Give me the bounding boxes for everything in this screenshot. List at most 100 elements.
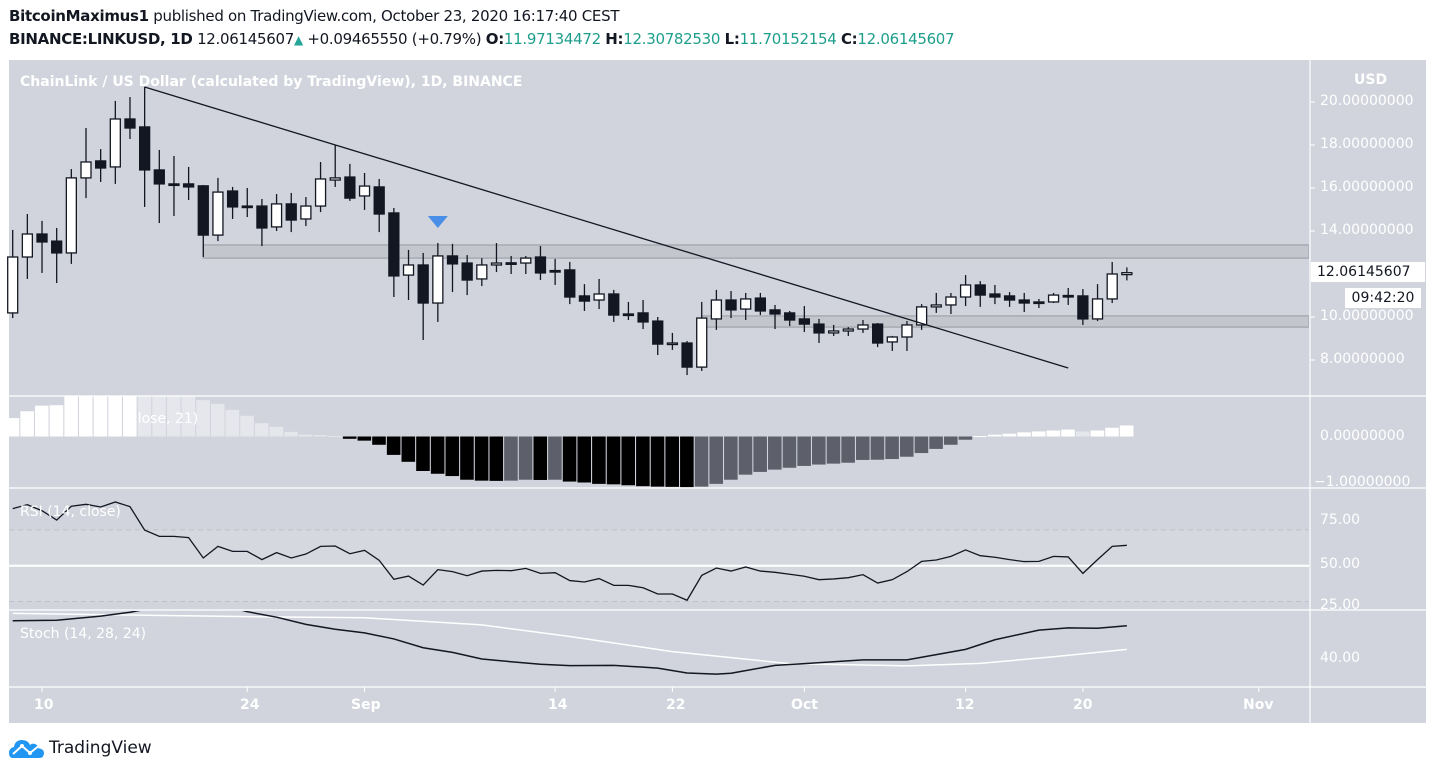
time-tick: 22 <box>666 697 686 713</box>
trendline <box>144 86 1069 369</box>
histogram-bar <box>357 436 372 441</box>
candle-body <box>842 328 854 332</box>
histogram-bar <box>1075 431 1090 437</box>
candle-body <box>344 176 356 199</box>
candle <box>344 163 356 201</box>
stoch-tick: 40.00 <box>1320 650 1361 666</box>
histogram-bar <box>372 436 386 445</box>
histogram-bar <box>738 436 753 475</box>
candle-body <box>901 324 913 338</box>
histogram-bar <box>225 409 240 437</box>
candle-body <box>476 264 488 280</box>
candle <box>402 249 415 301</box>
histogram-bar <box>973 436 987 438</box>
candle-body <box>300 205 312 220</box>
candle <box>417 252 429 341</box>
candle <box>696 301 708 371</box>
candle <box>578 284 591 311</box>
candle <box>490 243 503 273</box>
candle-body <box>1091 298 1104 320</box>
histogram-bar <box>899 436 914 457</box>
time-tick: 14 <box>548 697 568 713</box>
candle <box>871 323 884 348</box>
candle <box>373 178 385 233</box>
candle-body <box>36 233 48 243</box>
histogram-bar <box>518 436 533 480</box>
histogram-bar <box>1119 425 1134 437</box>
candle-body <box>124 118 136 129</box>
candle-body <box>153 169 165 185</box>
bar-countdown: 09:42:20 <box>1345 288 1421 308</box>
histogram-bar <box>577 436 592 483</box>
histogram-bar <box>196 400 210 437</box>
chart-title: ChainLink / US Dollar (calculated by Tra… <box>20 74 523 90</box>
histogram-bar <box>1002 433 1017 437</box>
histogram-bar <box>460 436 474 480</box>
candle-body <box>358 185 371 197</box>
candle <box>681 341 693 376</box>
time-tick: 12 <box>955 697 975 713</box>
last-price: 12.06145607 <box>197 30 294 48</box>
candle <box>241 188 253 218</box>
price-change: +0.09465550 (+0.79%) <box>307 30 482 48</box>
histogram-bar <box>694 436 709 487</box>
candle <box>182 166 195 201</box>
candle <box>974 281 986 307</box>
symbol-info: BINANCE:LINKUSD, 1D 12.06145607▲ +0.0946… <box>9 30 955 48</box>
histogram-bar <box>489 436 504 481</box>
candle-body <box>285 203 297 221</box>
histogram-bar <box>166 396 181 437</box>
candle-body <box>974 284 986 296</box>
candle-body <box>388 212 400 277</box>
candle <box>300 197 312 227</box>
candle-body <box>256 205 268 229</box>
histogram-bar <box>533 436 548 480</box>
price-tick: 16.00000000 <box>1320 179 1414 195</box>
histogram-bar <box>504 436 518 481</box>
tradingview-brand[interactable]: TradingView <box>9 737 152 759</box>
candle <box>637 300 649 330</box>
histogram-bar <box>137 396 152 437</box>
candle-body <box>681 342 693 368</box>
stoch-d-line <box>12 612 1127 667</box>
histogram-bar <box>181 396 196 437</box>
tradingview-logo-icon <box>9 740 44 758</box>
candle <box>901 321 913 351</box>
symbol-name: BINANCE:LINKUSD, 1D <box>9 30 193 48</box>
histogram-bar <box>20 411 34 437</box>
candle <box>740 292 752 321</box>
stoch-k-line <box>12 611 1127 675</box>
candle-body <box>710 299 723 320</box>
close-label: C: <box>840 30 858 48</box>
time-tick: 10 <box>34 697 54 713</box>
candle-body <box>226 190 239 208</box>
currency-label: USD <box>1354 72 1388 88</box>
time-tick: 20 <box>1073 697 1093 713</box>
candle <box>51 227 63 284</box>
candle <box>1091 284 1104 322</box>
candle <box>828 324 840 336</box>
candle-body <box>461 262 473 281</box>
candle <box>109 100 121 184</box>
candle-body <box>1018 299 1030 304</box>
stoch-label: Stoch (14, 28, 24) <box>20 626 147 642</box>
histogram-bar <box>562 436 577 482</box>
candle <box>1018 292 1030 313</box>
histogram-bar <box>342 436 357 439</box>
candle-body <box>637 312 649 323</box>
histogram-bar <box>93 396 108 437</box>
candle-body <box>696 317 708 368</box>
candle <box>652 317 664 356</box>
histogram-bar <box>885 436 899 460</box>
candle-body <box>578 295 591 302</box>
low-value: 11.70152154 <box>739 30 837 48</box>
candle-body <box>945 296 957 306</box>
histogram-bar <box>709 436 723 484</box>
candle-body <box>7 256 19 314</box>
candle <box>564 261 576 305</box>
publish-info: BitcoinMaximus1 published on TradingView… <box>9 7 619 25</box>
author-name[interactable]: BitcoinMaximus1 <box>9 7 149 25</box>
candle-body <box>1047 294 1060 303</box>
candle-body <box>95 160 107 169</box>
